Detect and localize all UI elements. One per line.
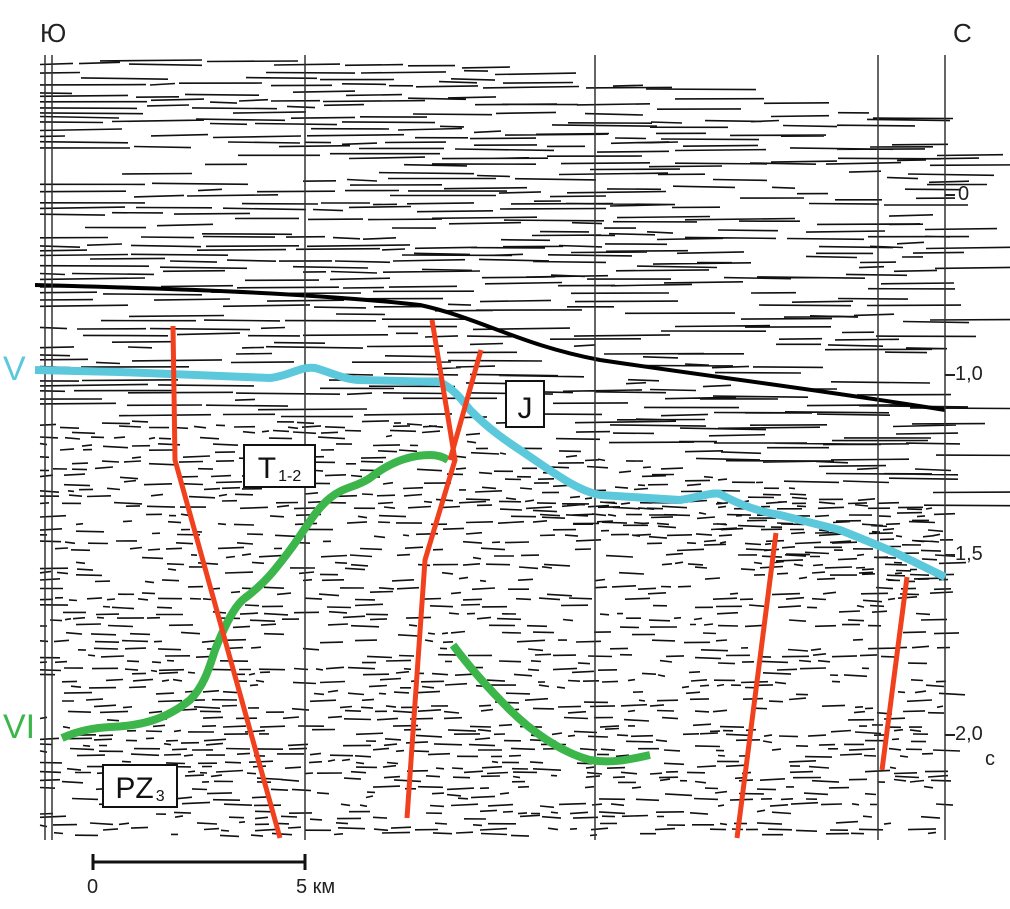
horizon-vi-line-2 — [449, 642, 651, 766]
scale-bar — [91, 854, 307, 870]
horizon-vi-line — [60, 451, 451, 742]
unit-label-j: J — [505, 380, 545, 428]
fault-line — [734, 532, 779, 839]
time-tick-label: 2,0 — [955, 723, 983, 745]
unit-label-t1-2: T 1-2 — [243, 444, 316, 488]
horizon-v-label: V — [3, 350, 26, 388]
unit-main: T — [257, 452, 277, 485]
time-tick-label: 1,5 — [955, 543, 983, 565]
unit-label-pz3: PZ 3 — [102, 764, 178, 808]
unit-main: J — [517, 392, 533, 425]
fault-line — [404, 319, 458, 819]
unit-sub: 1-2 — [278, 468, 302, 485]
time-tick-label: 0 — [958, 183, 970, 205]
horizon-v-line — [34, 363, 947, 581]
fault-line — [170, 325, 283, 839]
scale-start-label: 0 — [87, 876, 99, 898]
time-tick-label: 1,0 — [955, 363, 983, 385]
fault-line — [447, 349, 484, 461]
time-axis-ticks — [945, 194, 955, 736]
compass-south-label: Ю — [40, 18, 67, 48]
scale-end-label: 5 км — [296, 876, 336, 898]
horizon-vi-label: VI — [3, 708, 36, 746]
unit-main: PZ — [115, 772, 154, 805]
time-unit-label: с — [985, 748, 995, 770]
unit-sub: 3 — [155, 788, 165, 805]
fault-line — [879, 576, 910, 771]
strong-reflector — [34, 283, 946, 412]
compass-north-label: С — [953, 18, 972, 48]
